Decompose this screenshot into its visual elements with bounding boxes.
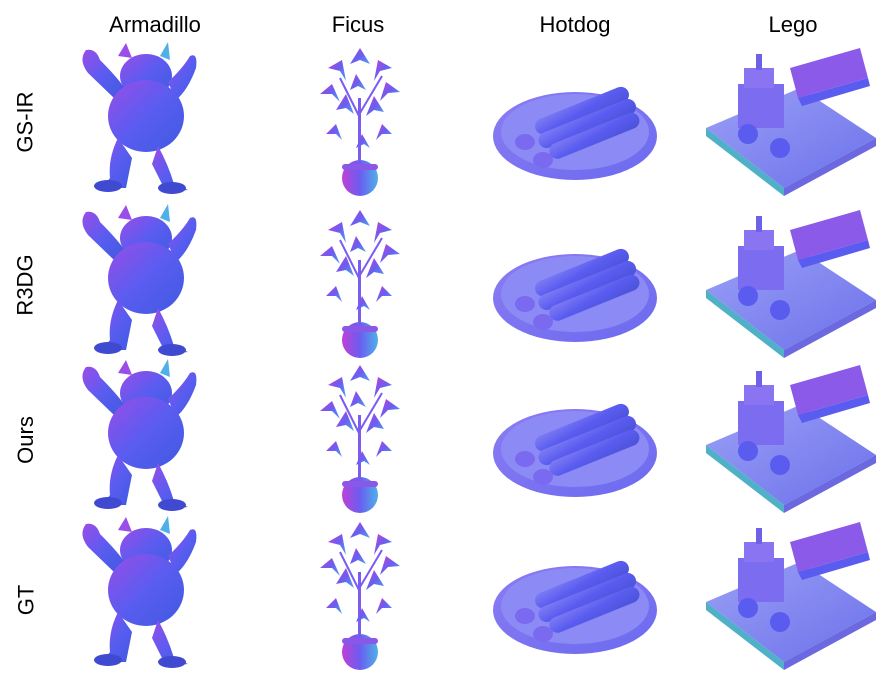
image-ours-lego — [700, 355, 880, 515]
column-label-ficus: Ficus — [331, 12, 385, 37]
image-r3dg-lego — [700, 200, 880, 360]
image-ours-hotdog — [485, 355, 665, 515]
image-ours-ficus — [270, 355, 450, 515]
column-label-lego: Lego — [768, 12, 818, 37]
image-r3dg-ficus — [270, 200, 450, 360]
image-gs-ir-armadillo — [48, 38, 228, 198]
image-r3dg-armadillo — [48, 200, 228, 360]
image-gs-ir-lego — [700, 38, 880, 198]
image-gt-ficus — [270, 512, 450, 672]
column-label-hotdog: Hotdog — [539, 12, 611, 37]
row-label-gs-ir: GS-IR — [13, 91, 38, 153]
row-label-gt: GT — [13, 584, 38, 616]
row-label-ours: Ours — [13, 416, 38, 464]
image-gt-lego — [700, 512, 880, 672]
image-gt-armadillo — [48, 512, 228, 672]
column-label-armadillo: Armadillo — [109, 12, 201, 37]
row-label-r3dg: R3DG — [13, 254, 38, 316]
image-gs-ir-hotdog — [485, 38, 665, 198]
image-r3dg-hotdog — [485, 200, 665, 360]
image-ours-armadillo — [48, 355, 228, 515]
image-gs-ir-ficus — [270, 38, 450, 198]
image-gt-hotdog — [485, 512, 665, 672]
